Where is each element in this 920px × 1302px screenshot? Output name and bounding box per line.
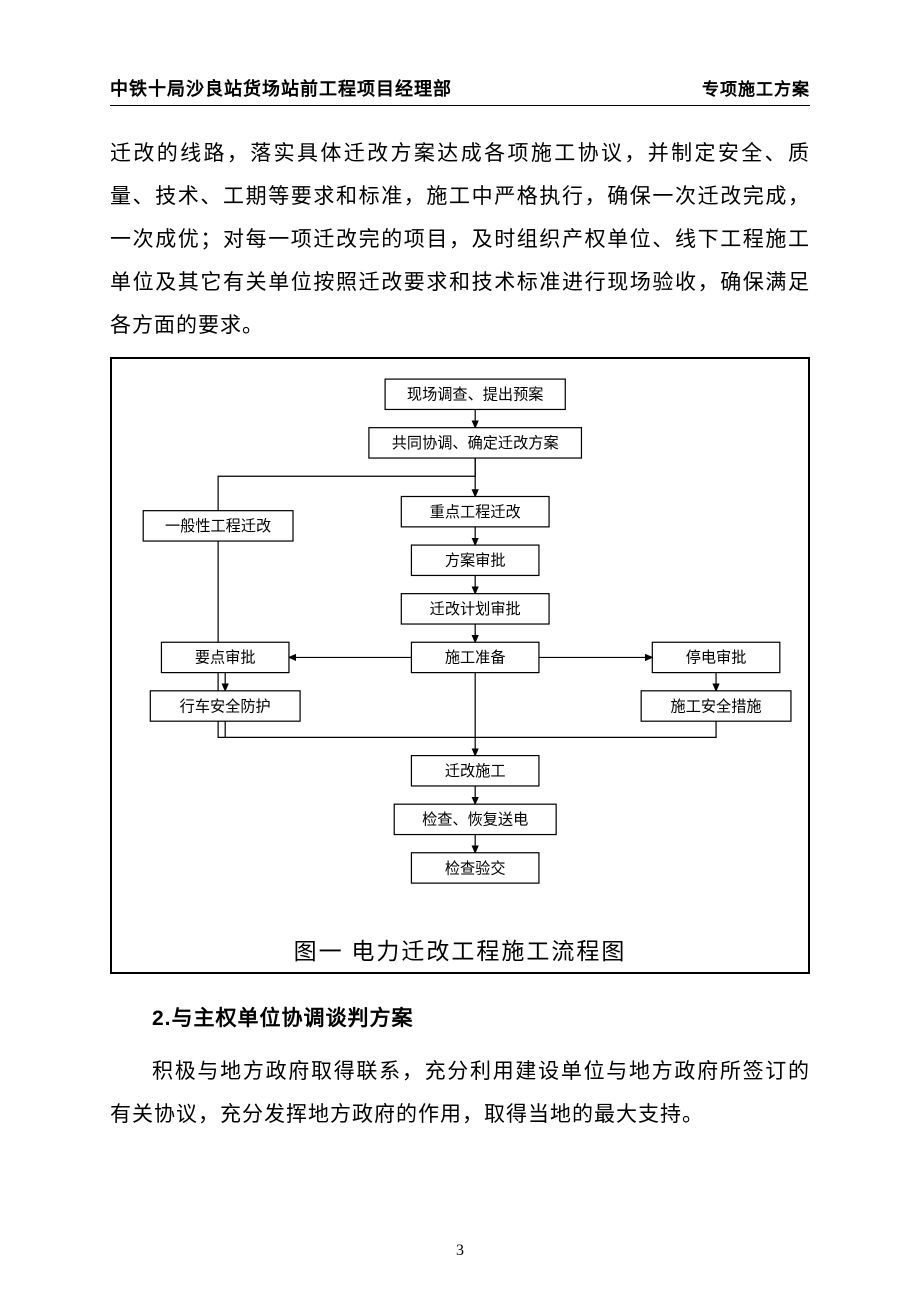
flow-label-n3b: 一般性工程迁改 [165,518,271,535]
flowchart-container: 现场调查、提出预案共同协调、确定迁改方案重点工程迁改一般性工程迁改方案审批迁改计… [110,357,810,974]
flowchart-caption: 图一 电力迁改工程施工流程图 [126,932,794,966]
flow-label-n7r: 施工安全措施 [671,698,762,716]
flow-label-n7l: 行车安全防护 [180,698,271,716]
header-left: 中铁十局沙良站货场站前工程项目经理部 [110,75,452,101]
flow-label-n1: 现场调查、提出预案 [407,386,544,404]
flow-label-n10: 检查验交 [445,859,506,877]
page-number: 3 [0,1242,920,1260]
section-2-para: 积极与地方政府取得联系，充分利用建设单位与地方政府所签订的有关协议，充分发挥地方… [110,1050,810,1136]
header-right: 专项施工方案 [702,75,810,100]
page-header: 中铁十局沙良站货场站前工程项目经理部 专项施工方案 [110,75,810,101]
flow-label-n6l: 要点审批 [195,650,256,667]
flow-label-n4: 方案审批 [445,552,506,570]
flow-label-n2: 共同协调、确定迁改方案 [392,434,559,452]
flow-label-n5: 迁改计划审批 [430,601,521,618]
flow-label-n6: 施工准备 [445,650,506,667]
section-2-heading: 2.与主权单位协调谈判方案 [152,1002,810,1032]
flow-label-n6r: 停电审批 [686,650,747,667]
flowchart-border: 现场调查、提出预案共同协调、确定迁改方案重点工程迁改一般性工程迁改方案审批迁改计… [110,357,810,974]
flowchart-svg: 现场调查、提出预案共同协调、确定迁改方案重点工程迁改一般性工程迁改方案审批迁改计… [126,371,794,928]
paragraph-1: 迁改的线路，落实具体迁改方案达成各项施工协议，并制定安全、质量、技术、工期等要求… [110,132,810,347]
flow-edge-12 [475,721,716,737]
header-divider [110,105,810,106]
flow-label-n8: 迁改施工 [445,763,506,780]
flow-label-n3: 重点工程迁改 [430,504,521,521]
flow-label-n9: 检查、恢复送电 [422,812,528,829]
